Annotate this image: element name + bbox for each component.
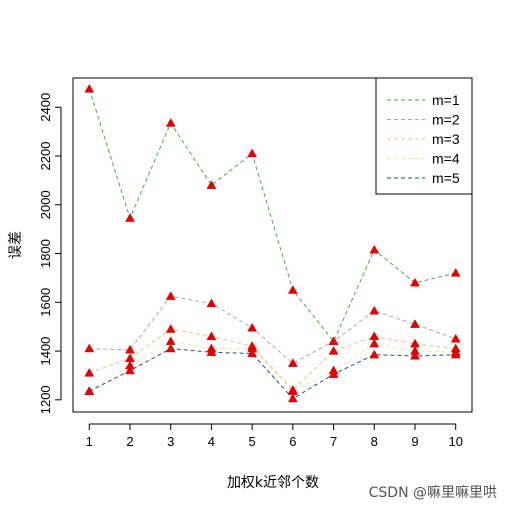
data-point-m2 bbox=[287, 358, 298, 367]
data-point-m1 bbox=[247, 148, 258, 158]
series-line-m3 bbox=[89, 328, 456, 391]
x-tick-label: 4 bbox=[208, 434, 215, 449]
data-point-m2 bbox=[450, 333, 461, 343]
data-point-m5 bbox=[287, 393, 298, 403]
data-point-m5 bbox=[369, 349, 380, 359]
x-tick-label: 9 bbox=[411, 434, 418, 449]
y-tick-label: 2400 bbox=[38, 93, 53, 122]
x-tick-label: 1 bbox=[86, 434, 93, 449]
data-point-m1 bbox=[206, 180, 217, 189]
legend-label-m5: m=5 bbox=[432, 170, 460, 186]
legend-label-m3: m=3 bbox=[432, 131, 460, 147]
series-line-m4 bbox=[89, 340, 456, 392]
data-point-m2 bbox=[247, 322, 258, 332]
data-point-m1 bbox=[84, 83, 95, 93]
x-tick-label: 10 bbox=[448, 434, 462, 449]
y-tick-label: 1600 bbox=[38, 288, 53, 317]
data-point-m4 bbox=[369, 338, 380, 348]
data-point-m5 bbox=[328, 369, 339, 378]
x-tick-label: 6 bbox=[289, 434, 296, 449]
data-point-m3 bbox=[84, 367, 95, 377]
legend: m=1 m=2 m=3 m=4 m=5 bbox=[375, 77, 473, 195]
data-point-m1 bbox=[165, 118, 176, 127]
y-axis: 1200 1400 1600 1800 2000 2200 2400 bbox=[38, 93, 62, 414]
y-tick-label: 1400 bbox=[38, 337, 53, 366]
data-point-m5 bbox=[410, 350, 420, 360]
data-point-m2 bbox=[84, 343, 95, 353]
data-point-m5 bbox=[247, 348, 258, 358]
data-point-m1 bbox=[125, 213, 135, 222]
data-point-m3 bbox=[165, 324, 176, 333]
data-point-m2 bbox=[206, 298, 217, 308]
data-point-m2 bbox=[410, 319, 420, 328]
data-point-m3 bbox=[369, 331, 380, 341]
data-point-m3 bbox=[206, 331, 217, 341]
y-tick-label: 2000 bbox=[38, 190, 53, 219]
series-lines bbox=[88, 88, 456, 400]
series-markers bbox=[84, 83, 461, 403]
series-line-m5 bbox=[89, 348, 456, 400]
data-point-m1 bbox=[450, 268, 461, 277]
x-tick-label: 5 bbox=[249, 434, 256, 449]
x-tick-label: 8 bbox=[371, 434, 378, 449]
data-point-m2 bbox=[369, 305, 380, 315]
y-tick-label: 1200 bbox=[38, 385, 53, 414]
data-point-m1 bbox=[410, 277, 420, 287]
data-point-m2 bbox=[328, 336, 339, 345]
data-point-m1 bbox=[287, 285, 298, 294]
series-line-m2 bbox=[89, 295, 456, 364]
legend-box bbox=[375, 77, 473, 195]
data-point-m1 bbox=[369, 244, 380, 254]
data-point-m5 bbox=[165, 343, 176, 353]
y-tick-label: 2200 bbox=[38, 142, 53, 171]
watermark-text: CSDN @嘛里嘛里哄 bbox=[369, 485, 497, 501]
data-point-m3 bbox=[328, 346, 339, 355]
data-point-m5 bbox=[450, 349, 461, 359]
data-point-m5 bbox=[125, 365, 135, 375]
x-tick-label: 7 bbox=[330, 434, 337, 449]
data-point-m2 bbox=[165, 291, 176, 300]
data-point-m5 bbox=[84, 386, 95, 395]
legend-label-m4: m=4 bbox=[432, 151, 460, 167]
plot-frame bbox=[72, 77, 473, 413]
legend-label-m1: m=1 bbox=[432, 92, 460, 108]
x-axis-title: 加权k近邻个数 bbox=[227, 475, 319, 491]
data-point-m3 bbox=[125, 353, 135, 362]
data-point-m4 bbox=[165, 336, 176, 345]
data-point-m2 bbox=[125, 344, 135, 354]
legend-label-m2: m=2 bbox=[432, 112, 460, 128]
y-tick-label: 1800 bbox=[38, 239, 53, 268]
x-axis: 1 2 3 4 5 6 7 8 9 10 bbox=[86, 423, 463, 449]
series-line-m1 bbox=[88, 88, 456, 343]
data-point-m5 bbox=[206, 347, 217, 356]
x-tick-label: 2 bbox=[126, 434, 133, 449]
x-tick-label: 3 bbox=[167, 434, 174, 449]
y-axis-title: 误差 bbox=[8, 231, 24, 259]
